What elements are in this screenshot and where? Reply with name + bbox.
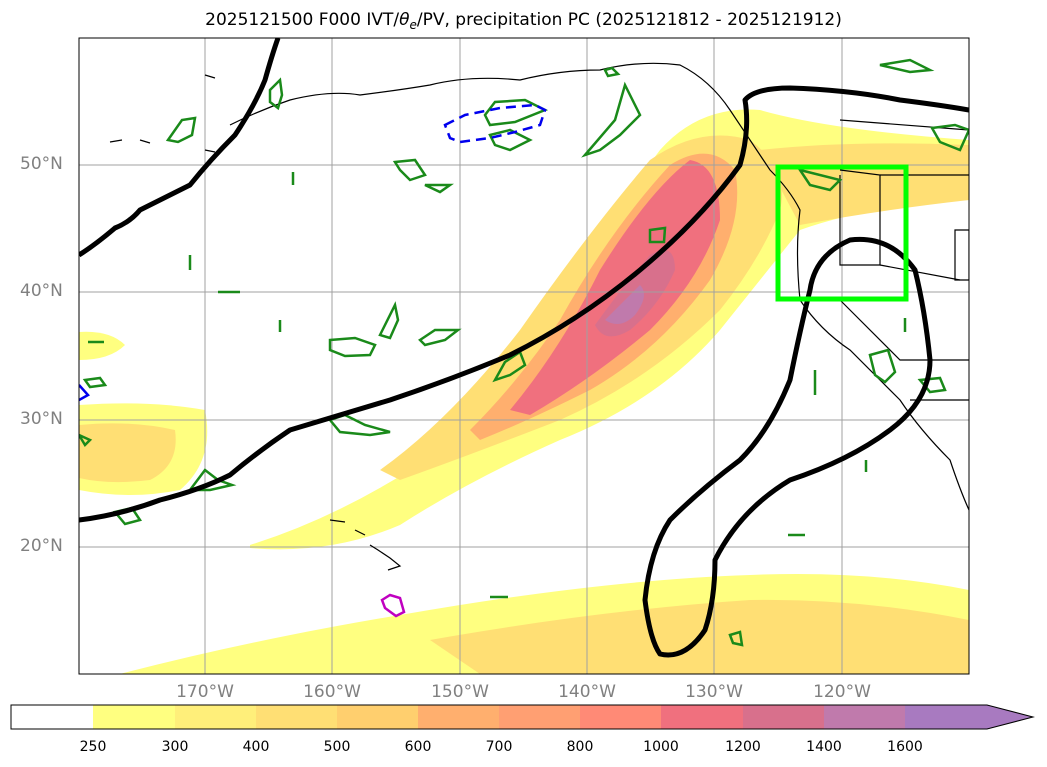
colorbar-label: 1200 bbox=[725, 739, 761, 755]
colorbar-label: 600 bbox=[404, 739, 432, 755]
lon-label-140w: 140°W bbox=[558, 682, 616, 702]
colorbar-label: 500 bbox=[323, 739, 351, 755]
colorbar-label: 700 bbox=[485, 739, 513, 755]
magenta-contour bbox=[380, 593, 406, 618]
lon-label-170w: 170°W bbox=[176, 682, 234, 702]
colorbar-label: 300 bbox=[161, 739, 189, 755]
highlight-box bbox=[775, 164, 909, 302]
colorbar-label: 1000 bbox=[643, 739, 679, 755]
colorbar-label: 1400 bbox=[806, 739, 842, 755]
lat-label-50: 50°N bbox=[20, 154, 63, 174]
colorbar-label: 1600 bbox=[887, 739, 923, 755]
coastlines bbox=[109, 62, 969, 571]
lon-label-160w: 160°W bbox=[303, 682, 361, 702]
pv-thick-contours bbox=[79, 38, 969, 658]
colorbar bbox=[10, 704, 1035, 730]
colorbar-label: 400 bbox=[242, 739, 270, 755]
lon-label-120w: 120°W bbox=[813, 682, 871, 702]
map-title: 2025121500 F000 IVT/θe/PV, precipitation… bbox=[205, 10, 842, 32]
colorbar-label: 800 bbox=[566, 739, 594, 755]
plot-frame bbox=[78, 37, 970, 675]
negative-contours bbox=[79, 103, 547, 402]
lat-label-30: 30°N bbox=[20, 409, 63, 429]
lat-label-20: 20°N bbox=[20, 536, 63, 556]
colorbar-label: 250 bbox=[79, 739, 107, 755]
lat-label-40: 40°N bbox=[20, 281, 63, 301]
lon-label-150w: 150°W bbox=[431, 682, 489, 702]
plot-area bbox=[79, 38, 969, 674]
lon-label-130w: 130°W bbox=[685, 682, 743, 702]
